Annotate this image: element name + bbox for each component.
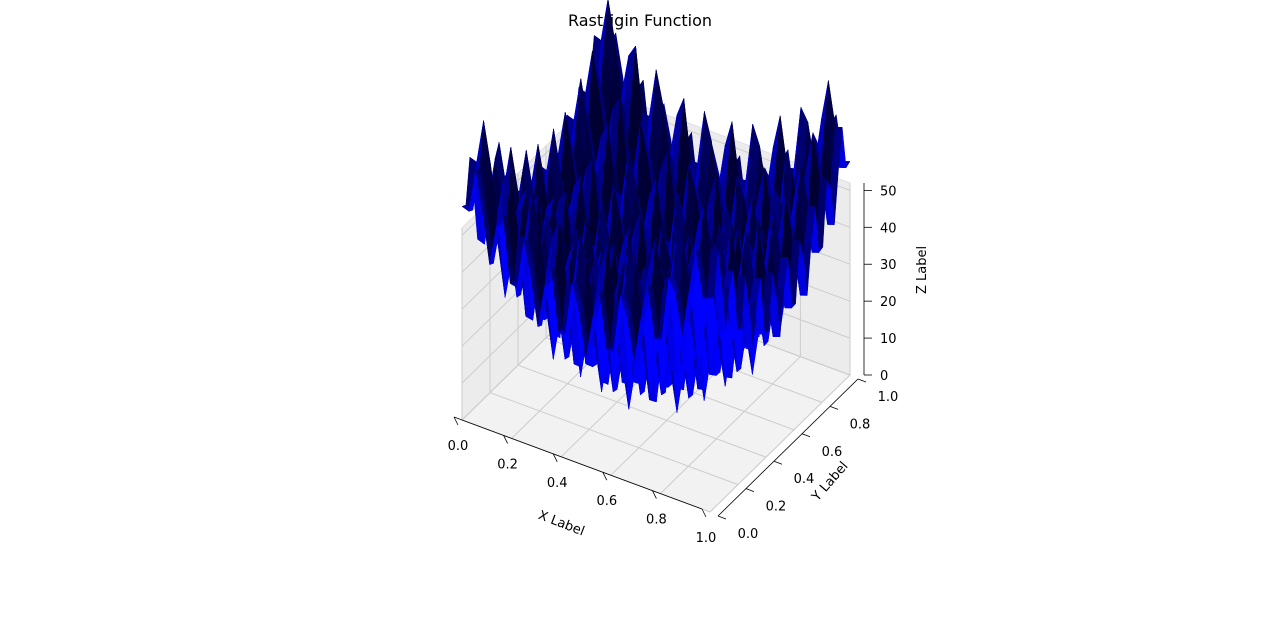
x-tick-label: 0.4 <box>547 476 568 491</box>
y-tick <box>745 488 755 492</box>
x-axis-label: X Label <box>536 508 586 539</box>
z-axis-label: Z Label <box>915 246 930 294</box>
y-gridline-floor <box>517 364 767 458</box>
z-tick-label: 30 <box>880 258 897 273</box>
y-tick <box>857 378 867 383</box>
z-tick-label: 10 <box>880 332 897 347</box>
surface-face <box>703 296 714 299</box>
y-axis-label: Y Label <box>809 459 852 505</box>
z-tick-label: 40 <box>880 221 897 236</box>
y-tick-label: 0.6 <box>822 445 843 460</box>
x-tick-label: 0.6 <box>596 494 617 509</box>
y-tick <box>717 515 727 520</box>
y-tick-label: 0.0 <box>738 527 759 542</box>
x-tick <box>602 472 608 481</box>
x-tick <box>453 416 459 426</box>
x-tick-label: 1.0 <box>696 531 717 546</box>
y-tick <box>773 460 783 465</box>
x-tick <box>701 508 707 518</box>
y-tick <box>801 433 811 438</box>
x-tick-label: 0.0 <box>448 439 469 454</box>
x-tick-label: 0.2 <box>497 457 518 472</box>
y-gridline-floor <box>489 392 739 486</box>
axis-lines-and-ticks: 0.0 0.2 0.4 0.6 0.8 1.0 0.0 0.2 0.4 0.6 0.8 1.0 0 10 2… <box>448 183 899 546</box>
y-tick-label: 1.0 <box>878 390 899 405</box>
x-tick <box>652 490 657 499</box>
y-tick-label: 0.2 <box>766 500 787 515</box>
y-tick-label: 0.4 <box>794 472 815 487</box>
y-axis-line <box>717 378 859 517</box>
x-tick <box>552 453 558 462</box>
z-tick-label: 20 <box>880 295 897 310</box>
y-tick-label: 0.8 <box>850 417 871 432</box>
chart-title: Rastrigin Function <box>568 11 712 30</box>
z-tick-label: 50 <box>880 184 897 199</box>
z-tick-label: 0 <box>880 369 888 384</box>
x-axis-line <box>453 416 703 510</box>
y-tick <box>829 406 839 410</box>
surface-mesh <box>461 0 851 413</box>
x-tick-label: 0.8 <box>646 513 667 528</box>
x-tick <box>503 435 508 444</box>
